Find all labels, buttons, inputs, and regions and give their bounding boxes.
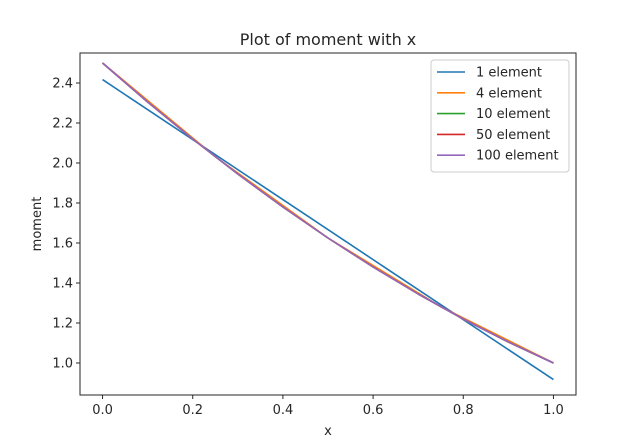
legend: 1 element 4 element 10 element 50 element 10…	[430, 59, 570, 173]
y-tick-label: 1.8	[52, 197, 73, 212]
y-tick-label: 2.4	[52, 77, 73, 92]
x-tick-label: 0.2	[182, 403, 203, 418]
y-tick-label: 1.6	[52, 237, 73, 252]
y-tick-label: 1.2	[52, 317, 73, 332]
legend-box	[430, 59, 570, 173]
x-tick-label: 1.0	[543, 403, 564, 418]
plot-frame	[79, 52, 577, 396]
y-tick-label: 2.0	[52, 157, 73, 172]
y-tick-label: 1.4	[52, 277, 73, 292]
x-tick-label: 0.4	[273, 403, 294, 418]
x-axis-label: x	[324, 424, 332, 439]
y-axis: 1.0 1.2 1.4 1.6 1.8 2.0 2.2 2.4	[52, 77, 80, 372]
plot-area	[102, 62, 554, 381]
chart-title: Plot of moment with x	[240, 30, 417, 49]
legend-entry: 10 element	[476, 107, 550, 122]
legend-entry: 100 element	[476, 149, 559, 164]
x-axis: 0.0 0.2 0.4 0.6 0.8 1.0	[92, 395, 564, 418]
series-line-5	[102, 62, 554, 364]
legend-entry: 50 element	[476, 128, 550, 143]
x-tick-label: 0.8	[453, 403, 474, 418]
legend-entry: 4 element	[476, 86, 542, 101]
y-tick-label: 2.2	[52, 117, 73, 132]
x-tick-label: 0.0	[92, 403, 113, 418]
series-line-1	[102, 78, 554, 381]
y-axis-label: moment	[30, 197, 45, 252]
y-tick-label: 1.0	[52, 357, 73, 372]
x-tick-label: 0.6	[363, 403, 384, 418]
legend-entry: 1 element	[476, 66, 542, 81]
